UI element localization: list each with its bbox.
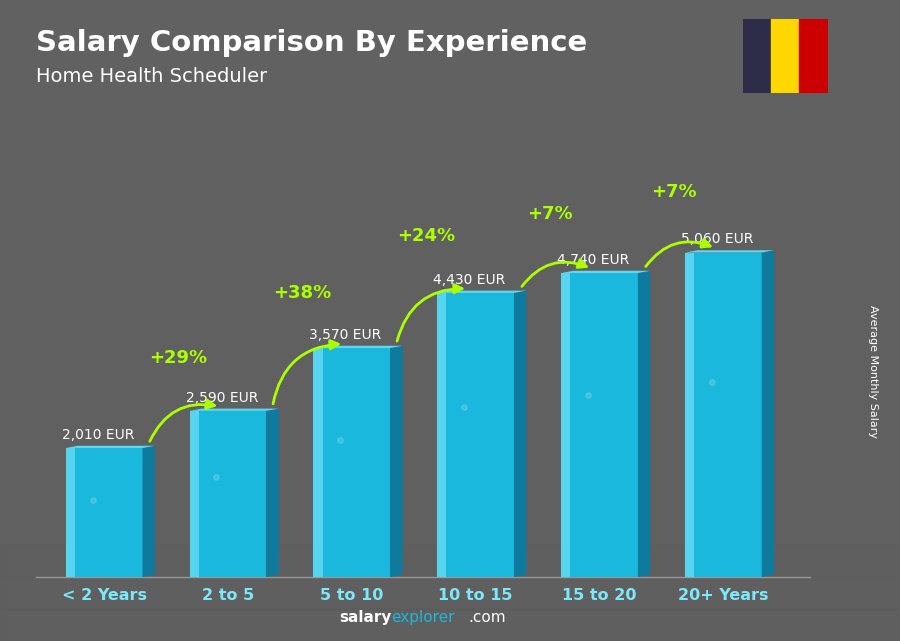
Polygon shape — [266, 408, 279, 577]
Polygon shape — [313, 345, 402, 348]
Bar — [190, 411, 266, 577]
Polygon shape — [66, 445, 155, 448]
Bar — [437, 293, 446, 577]
Text: .com: .com — [468, 610, 506, 625]
Polygon shape — [142, 445, 155, 577]
Bar — [561, 273, 638, 577]
Bar — [66, 448, 142, 577]
Bar — [771, 19, 799, 93]
Polygon shape — [685, 250, 774, 253]
Text: explorer: explorer — [392, 610, 455, 625]
Polygon shape — [761, 250, 774, 577]
Bar — [561, 273, 571, 577]
Polygon shape — [638, 271, 650, 577]
Text: +38%: +38% — [273, 284, 331, 302]
Polygon shape — [561, 271, 650, 273]
Polygon shape — [514, 290, 526, 577]
Bar — [437, 293, 514, 577]
Bar — [66, 448, 75, 577]
Text: 2,590 EUR: 2,590 EUR — [185, 390, 258, 404]
Text: 4,430 EUR: 4,430 EUR — [433, 272, 506, 287]
Bar — [685, 253, 761, 577]
Bar — [313, 348, 391, 577]
Text: +24%: +24% — [397, 227, 455, 245]
Bar — [313, 348, 322, 577]
Text: 2,010 EUR: 2,010 EUR — [62, 428, 134, 442]
Bar — [742, 19, 771, 93]
Text: +7%: +7% — [651, 183, 697, 201]
Polygon shape — [391, 345, 402, 577]
Text: Home Health Scheduler: Home Health Scheduler — [36, 67, 267, 87]
Text: +29%: +29% — [149, 349, 207, 367]
Polygon shape — [437, 290, 526, 293]
Text: Salary Comparison By Experience: Salary Comparison By Experience — [36, 29, 587, 57]
Bar — [799, 19, 828, 93]
Text: salary: salary — [339, 610, 392, 625]
Text: Average Monthly Salary: Average Monthly Salary — [868, 305, 878, 438]
Text: 5,060 EUR: 5,060 EUR — [681, 232, 753, 246]
Text: 3,570 EUR: 3,570 EUR — [310, 328, 382, 342]
Polygon shape — [190, 408, 279, 411]
Text: 4,740 EUR: 4,740 EUR — [557, 253, 629, 267]
Text: +7%: +7% — [527, 205, 572, 223]
Bar — [190, 411, 199, 577]
Bar — [685, 253, 694, 577]
